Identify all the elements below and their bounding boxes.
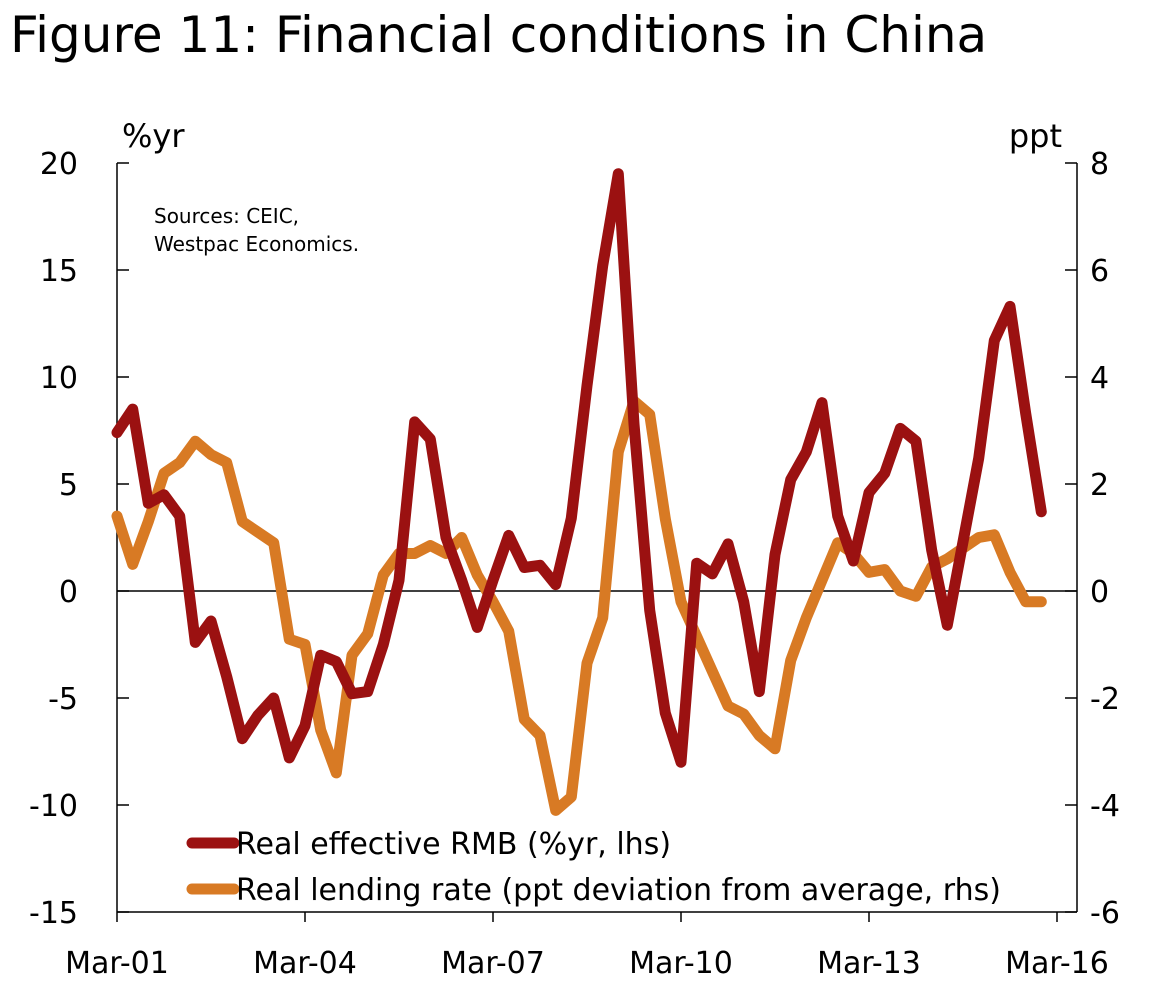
right-tick-label: -6 [1090,896,1120,931]
right-tick-label: -4 [1090,789,1120,824]
left-tick-label: -5 [48,682,78,717]
legend-label: Real effective RMB (%yr, lhs) [236,827,671,862]
right-tick-label: 2 [1090,468,1109,503]
right-tick-label: 4 [1090,361,1109,396]
left-tick-label: 10 [40,361,78,396]
left-tick-label: 5 [59,468,78,503]
legend-label: Real lending rate (ppt deviation from av… [236,873,1001,908]
left-axis-unit: %yr [122,117,185,155]
right-tick-label: 6 [1090,254,1109,289]
left-tick-label: 0 [59,575,78,610]
x-tick-label: Mar-16 [1005,946,1109,981]
x-tick-label: Mar-13 [817,946,921,981]
right-axis-unit: ppt [1009,117,1062,155]
source-note-line: Westpac Economics. [154,232,359,256]
right-tick-label: 0 [1090,575,1109,610]
x-tick-label: Mar-10 [629,946,733,981]
left-tick-label: 20 [40,147,78,182]
x-tick-label: Mar-04 [253,946,357,981]
left-tick-label: 15 [40,254,78,289]
series-line-real-lending-rate [111,395,1047,816]
left-tick-label: -10 [29,789,78,824]
right-tick-label: -2 [1090,682,1120,717]
x-tick-label: Mar-07 [441,946,545,981]
left-tick-label: -15 [29,896,78,931]
x-tick-label: Mar-01 [65,946,169,981]
figure-title: Figure 11: Financial conditions in China [10,6,988,64]
right-tick-label: 8 [1090,147,1109,182]
source-note-line: Sources: CEIC, [154,204,299,228]
series-line-real-effective-rmb [111,168,1047,768]
